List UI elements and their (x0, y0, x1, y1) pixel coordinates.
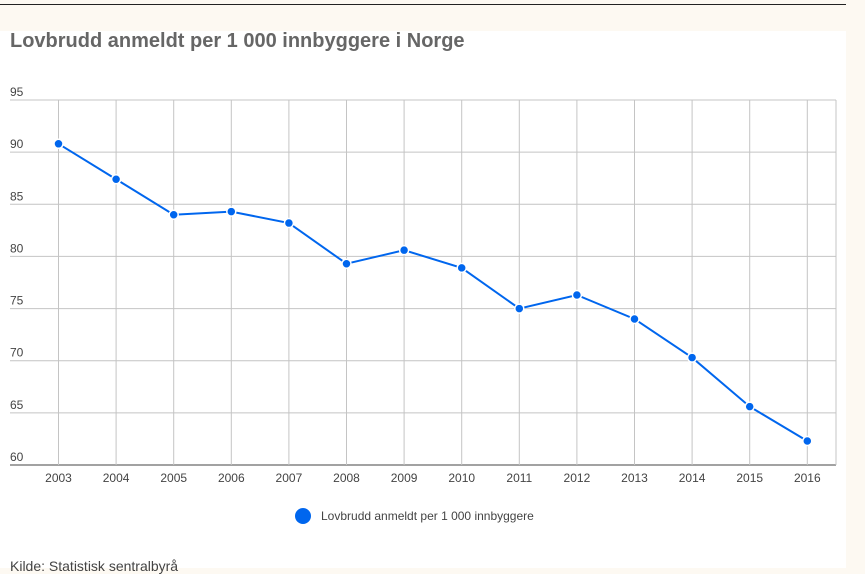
x-tick-label: 2015 (736, 471, 763, 485)
x-tick-label: 2010 (448, 471, 475, 485)
y-tick-label: 75 (10, 294, 24, 308)
data-point (341, 258, 352, 269)
series-line-group (57, 142, 808, 442)
legend: Lovbrudd anmeldt per 1 000 innbyggere (295, 508, 534, 524)
data-point (283, 217, 295, 229)
data-point (686, 352, 698, 363)
legend-marker (295, 508, 311, 524)
series-line (57, 142, 808, 442)
data-point (398, 244, 410, 256)
x-tick-label: 2013 (621, 471, 648, 485)
x-tick-label: 2016 (794, 471, 821, 485)
top-rule (0, 4, 846, 5)
data-point (744, 401, 755, 412)
x-tick-label: 2004 (103, 471, 130, 485)
data-point (802, 435, 813, 447)
data-point (110, 174, 122, 185)
data-point (514, 303, 525, 314)
data-point (226, 206, 237, 217)
x-tick-label: 2011 (506, 471, 532, 485)
data-point (629, 313, 640, 325)
x-axis: 2003 2004 2005 2006 2007 2008 2009 2010 2011 2012… (45, 471, 821, 485)
x-tick-label: 2009 (391, 471, 418, 485)
x-tick-label: 2003 (45, 471, 72, 485)
y-axis: 60 65 70 75 80 85 90 95 (10, 85, 24, 464)
x-tick-label: 2014 (679, 471, 706, 485)
x-tick-label: 2005 (160, 471, 187, 485)
data-point (168, 209, 179, 220)
y-tick-label: 65 (10, 398, 24, 412)
x-tick-label: 2012 (564, 471, 591, 485)
x-tick-label: 2007 (276, 471, 303, 485)
x-tick-label: 2008 (333, 471, 360, 485)
source-note: Kilde: Statistisk sentralbyrå (10, 558, 179, 574)
data-point (571, 289, 583, 301)
chart-panel (0, 31, 846, 568)
grid (10, 99, 837, 466)
data-point (53, 138, 64, 150)
y-tick-label: 90 (10, 137, 24, 151)
point-group (53, 138, 813, 447)
y-tick-label: 85 (10, 189, 24, 203)
y-tick-label: 95 (10, 85, 24, 99)
y-tick-label: 70 (10, 346, 24, 360)
data-point (456, 262, 467, 274)
y-tick-label: 60 (10, 450, 24, 464)
chart-title: Lovbrudd anmeldt per 1 000 innbyggere i … (10, 30, 465, 52)
y-tick-label: 80 (10, 241, 24, 255)
legend-label: Lovbrudd anmeldt per 1 000 innbyggere (321, 509, 534, 523)
x-tick-label: 2006 (218, 471, 245, 485)
